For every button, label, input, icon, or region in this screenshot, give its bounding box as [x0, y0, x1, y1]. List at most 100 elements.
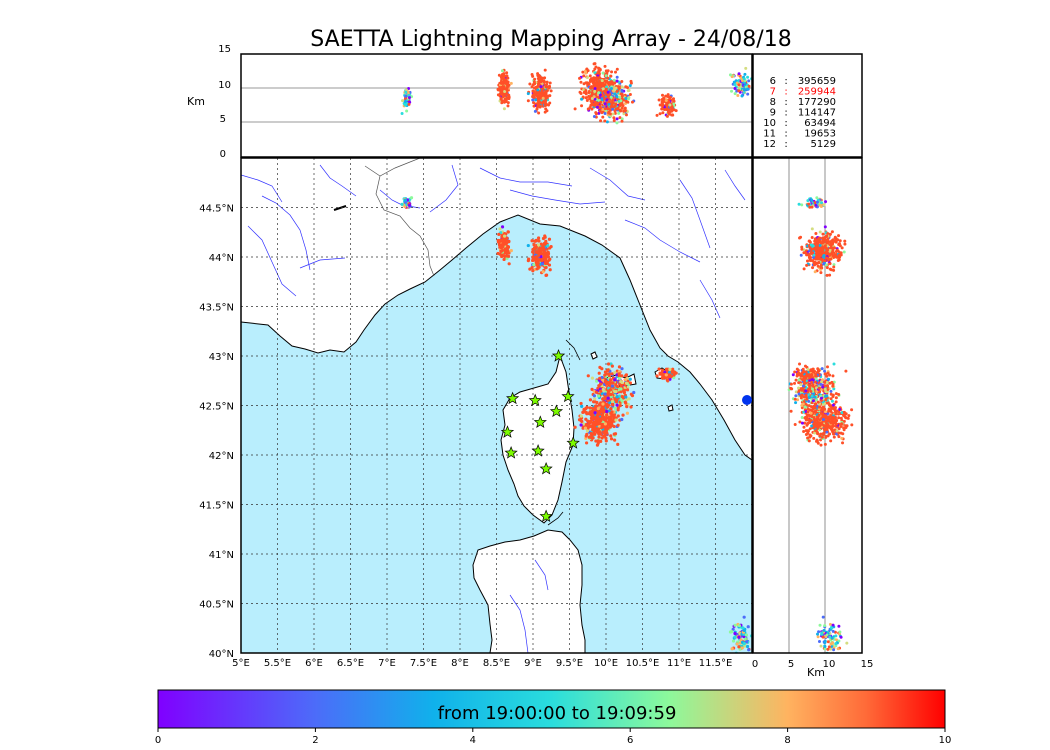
lightning-source — [535, 256, 539, 260]
lightning-source-altlon — [541, 96, 545, 100]
lightning-source-altlon — [503, 74, 507, 78]
lightning-source — [549, 244, 553, 249]
lightning-source-altlon — [609, 95, 613, 99]
lightning-source — [609, 434, 613, 438]
lightning-source — [596, 406, 600, 411]
lightning-source — [609, 392, 613, 397]
lightning-source-latalt — [821, 615, 825, 619]
lightning-source-altlon — [671, 97, 675, 101]
lightning-source-latalt — [825, 266, 829, 270]
lightning-source-latalt — [789, 409, 793, 413]
lightning-source-latalt — [802, 379, 806, 383]
lightning-source — [548, 257, 552, 261]
lightning-source — [597, 412, 601, 416]
side-tick-0: 0 — [752, 659, 758, 670]
lightning-source — [588, 410, 592, 414]
lightning-source-latalt — [832, 387, 836, 391]
lightning-source — [403, 204, 407, 209]
lightning-source-altlon — [601, 115, 605, 119]
lightning-source-latalt — [807, 253, 811, 257]
lightning-source-latalt — [832, 435, 836, 439]
lightning-source-latalt — [850, 423, 854, 427]
lightning-source-latalt — [804, 251, 808, 255]
lightning-source — [737, 635, 741, 639]
lightning-source-latalt — [836, 258, 840, 262]
lightning-source-altlon — [611, 107, 615, 111]
lightning-source-altlon — [603, 111, 607, 115]
montecristo-islet — [590, 351, 598, 360]
lightning-source-altlon — [620, 85, 624, 89]
colorbar-tick-label: 2 — [312, 735, 318, 746]
lightning-source — [594, 439, 598, 443]
lightning-source-altlon — [606, 107, 610, 111]
lightning-source-latalt — [794, 394, 798, 398]
lightning-source-altlon — [618, 116, 622, 120]
lightning-source-latalt — [811, 383, 815, 387]
lightning-source-latalt — [823, 225, 827, 229]
lightning-source — [498, 243, 502, 248]
edge-station-marker — [742, 395, 752, 405]
lightning-source — [507, 262, 511, 266]
lightning-source-latalt — [834, 255, 838, 259]
lightning-source-latalt — [802, 400, 806, 404]
count-label: 7 — [770, 87, 776, 98]
lightning-source-latalt — [816, 635, 820, 639]
lightning-source-latalt — [806, 410, 810, 414]
lightning-source-latalt — [827, 402, 831, 406]
count-separator: : — [784, 97, 787, 108]
lightning-source-latalt — [808, 408, 812, 412]
lightning-source-latalt — [821, 405, 825, 409]
lightning-source — [598, 382, 603, 386]
lightning-source — [614, 418, 618, 422]
lightning-source-altlon — [620, 92, 624, 96]
lightning-source — [599, 417, 603, 421]
lightning-source-latalt — [794, 378, 798, 382]
lightning-source-altlon — [666, 101, 670, 105]
lightning-source-latalt — [822, 414, 826, 418]
lightning-source-altlon — [532, 104, 536, 108]
lightning-source — [620, 417, 624, 422]
lightning-source — [534, 238, 538, 242]
lightning-source — [544, 260, 548, 265]
lightning-source-altlon — [605, 120, 609, 124]
lightning-source-latalt — [811, 255, 815, 259]
lightning-source — [660, 376, 664, 380]
lightning-source-latalt — [818, 390, 822, 394]
lightning-source-latalt — [821, 635, 825, 639]
lightning-source-altlon — [606, 90, 610, 94]
lightning-source-altlon — [585, 98, 589, 102]
lightning-source-latalt — [799, 373, 803, 377]
lightning-source — [496, 240, 501, 244]
lightning-source-latalt — [825, 365, 829, 369]
corsica-island — [500, 354, 575, 524]
lightning-source-latalt — [803, 405, 807, 409]
lightning-source-altlon — [611, 98, 615, 102]
lightning-source-latalt — [820, 631, 824, 635]
lightning-source-altlon — [597, 111, 601, 115]
lightning-source — [497, 232, 501, 236]
lightning-source-altlon — [544, 85, 548, 89]
lightning-source — [536, 243, 541, 247]
lightning-source — [731, 627, 735, 631]
colorbar-ticks: 0 2 4 6 8 10 — [155, 728, 951, 746]
lightning-source-latalt — [837, 639, 841, 643]
lat-tick-label: 42.5°N — [199, 402, 234, 413]
lon-tick-label: 6°E — [305, 658, 323, 669]
lightning-source-altlon — [538, 105, 542, 109]
lightning-source — [623, 378, 628, 382]
lightning-source — [627, 397, 631, 401]
lightning-source-altlon — [596, 101, 600, 105]
lightning-source-latalt — [824, 372, 828, 376]
lightning-source-altlon — [603, 64, 607, 68]
lightning-source — [617, 365, 622, 369]
lightning-source — [605, 405, 609, 409]
lightning-source-latalt — [806, 436, 810, 440]
lightning-source — [598, 402, 602, 406]
lightning-source — [599, 408, 603, 412]
side-panel-sources — [787, 196, 854, 653]
lightning-source-latalt — [823, 244, 827, 248]
lightning-source — [603, 429, 608, 433]
lightning-source — [537, 236, 541, 240]
lightning-source — [505, 254, 509, 258]
count-value: 177290 — [798, 97, 836, 108]
